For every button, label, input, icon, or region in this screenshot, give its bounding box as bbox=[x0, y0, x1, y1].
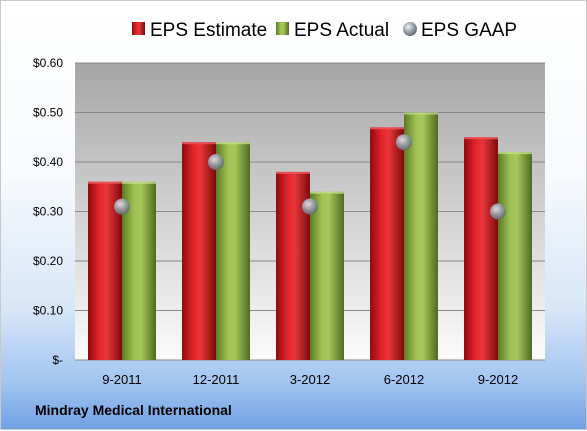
bar-eps-actual bbox=[498, 152, 532, 360]
marker-eps-gaap bbox=[114, 198, 130, 215]
y-tick-label: $0.30 bbox=[33, 205, 63, 219]
bar-eps-estimate bbox=[182, 142, 216, 360]
bar-eps-actual bbox=[310, 191, 344, 360]
bar-top-highlight bbox=[276, 171, 310, 174]
bar-eps-estimate bbox=[370, 127, 404, 360]
x-tick-label: 9-2012 bbox=[478, 372, 518, 387]
bar-eps-actual bbox=[404, 112, 438, 360]
marker-eps-gaap bbox=[208, 154, 224, 170]
bar-eps-estimate bbox=[276, 171, 310, 360]
x-axis: 9-2011 12-2011 3-2012 6-2012 9-2012 bbox=[102, 372, 518, 387]
y-tick-label: $0.40 bbox=[33, 155, 63, 169]
y-tick-label: $0.60 bbox=[33, 56, 63, 70]
x-tick-label: 9-2011 bbox=[102, 372, 142, 387]
marker-eps-gaap bbox=[396, 134, 412, 151]
bar-eps-actual bbox=[216, 142, 250, 360]
bar-top-highlight bbox=[370, 127, 404, 130]
y-tick-label: $- bbox=[52, 353, 63, 367]
legend-label: EPS GAAP bbox=[421, 20, 517, 41]
y-tick-label: $0.50 bbox=[33, 106, 63, 120]
legend-swatch bbox=[276, 22, 289, 35]
y-tick-label: $0.10 bbox=[33, 304, 63, 318]
gaap-markers bbox=[114, 134, 506, 220]
bar-top-highlight bbox=[88, 181, 122, 184]
bar-top-highlight bbox=[464, 137, 498, 140]
legend-swatch bbox=[132, 22, 145, 35]
legend-swatch bbox=[403, 22, 417, 36]
legend: EPS Estimate EPS Actual EPS GAAP bbox=[132, 20, 517, 41]
x-tick-label: 3-2012 bbox=[290, 372, 330, 387]
x-tick-label: 6-2012 bbox=[384, 372, 424, 387]
legend-label: EPS Actual bbox=[294, 20, 389, 41]
legend-label: EPS Estimate bbox=[150, 20, 267, 41]
marker-eps-gaap bbox=[490, 203, 506, 220]
bar-top-highlight bbox=[498, 152, 532, 155]
marker-eps-gaap bbox=[302, 198, 318, 215]
company-name: Mindray Medical International bbox=[35, 402, 232, 418]
y-tick-label: $0.20 bbox=[33, 254, 63, 268]
bar-top-highlight bbox=[182, 142, 216, 145]
bar-eps-estimate bbox=[464, 137, 498, 360]
bar-top-highlight bbox=[122, 181, 156, 184]
bar-top-highlight bbox=[404, 112, 438, 115]
bar-top-highlight bbox=[216, 142, 250, 145]
x-tick-label: 12-2011 bbox=[193, 372, 240, 387]
y-axis: $- $0.10 $0.20 $0.30 $0.40 $0.50 $0.60 bbox=[33, 56, 63, 367]
bar-top-highlight bbox=[310, 191, 344, 194]
